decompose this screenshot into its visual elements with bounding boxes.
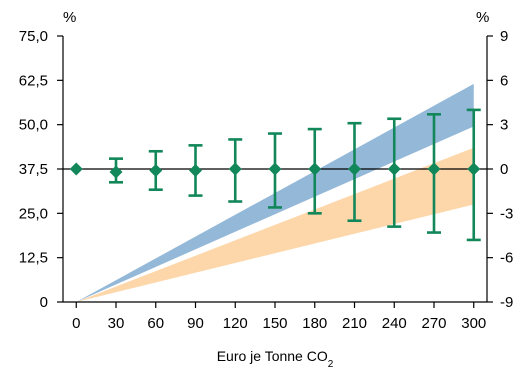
right-tick-label: 0 [500, 161, 508, 178]
data-marker [308, 162, 322, 176]
right-tick-label: -9 [500, 294, 513, 311]
left-tick-label: 0 [40, 294, 48, 311]
x-axis-title: Euro je Tonne CO2 [217, 348, 334, 370]
data-marker [467, 162, 481, 176]
x-axis-title-main: Euro je Tonne CO [217, 348, 328, 364]
data-marker [228, 162, 242, 176]
data-marker [387, 162, 401, 176]
x-tick-label: 60 [147, 315, 164, 332]
x-tick-label: 150 [262, 315, 287, 332]
x-tick-label: 180 [302, 315, 327, 332]
right-tick-label: 3 [500, 117, 508, 134]
data-marker [69, 162, 83, 176]
x-tick-label: 210 [342, 315, 367, 332]
data-marker [427, 162, 441, 176]
left-tick-label: 12,5 [19, 250, 48, 267]
x-tick-label: 0 [72, 315, 80, 332]
axes [57, 35, 493, 308]
right-tick-label: 6 [500, 72, 508, 89]
right-tick-label: -6 [500, 250, 513, 267]
x-tick-label: 300 [461, 315, 486, 332]
data-marker [109, 165, 123, 179]
x-tick-label: 240 [382, 315, 407, 332]
left-axis-unit: % [63, 9, 76, 26]
left-tick-label: 62,5 [19, 72, 48, 89]
left-tick-label: 37,5 [19, 161, 48, 178]
x-tick-label: 120 [223, 315, 248, 332]
left-tick-label: 75,0 [19, 28, 48, 45]
data-marker [348, 162, 361, 176]
data-marker [149, 163, 163, 177]
left-tick-label: 25,0 [19, 205, 48, 222]
data-marker [189, 163, 202, 177]
right-tick-label: 9 [500, 28, 508, 45]
x-tick-label: 90 [187, 315, 204, 332]
data-marker [268, 162, 282, 176]
left-tick-label: 50,0 [19, 117, 48, 134]
band-0 [76, 147, 474, 302]
right-axis-unit: % [476, 9, 489, 26]
markers [69, 162, 481, 179]
right-tick-label: -3 [500, 205, 513, 222]
x-tick-label: 270 [421, 315, 446, 332]
x-axis-title-subscript: 2 [328, 359, 334, 370]
x-tick-label: 30 [108, 315, 125, 332]
